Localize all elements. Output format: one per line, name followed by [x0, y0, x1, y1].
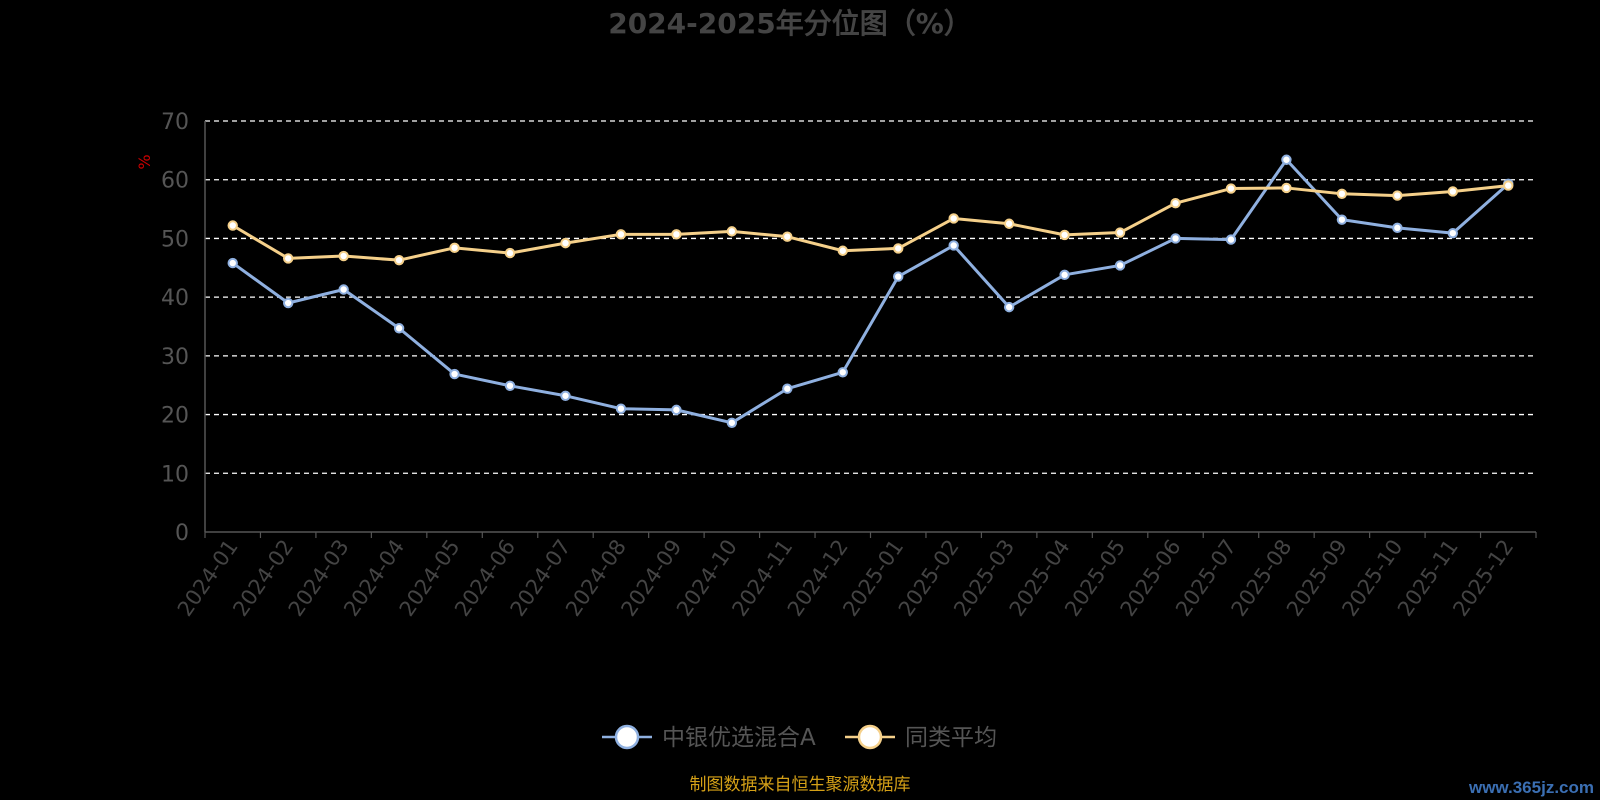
- legend-label: 同类平均: [905, 725, 997, 751]
- series-layer: [227, 154, 1514, 428]
- data-point: [782, 231, 793, 242]
- data-point: [1059, 269, 1070, 281]
- data-point: [1114, 227, 1126, 238]
- data-point: [1336, 214, 1348, 225]
- data-point: [948, 240, 959, 251]
- legend-item[interactable]: 同类平均: [845, 724, 997, 751]
- data-point: [671, 404, 682, 416]
- data-point: [1170, 198, 1181, 209]
- data-point: [449, 242, 460, 254]
- y-tick-label: 30: [161, 345, 189, 370]
- grid-layer: [205, 120, 1536, 474]
- y-tick-label: 40: [161, 286, 189, 311]
- data-point: [837, 245, 848, 256]
- data-point: [837, 367, 848, 378]
- y-tick-label: 50: [161, 227, 189, 252]
- legend[interactable]: 中银优选混合A 同类平均: [602, 724, 997, 751]
- data-point: [1447, 227, 1459, 239]
- data-point: [1281, 154, 1292, 165]
- data-point: [1003, 301, 1015, 313]
- data-point: [1225, 234, 1237, 245]
- y-tick-label: 0: [175, 521, 189, 546]
- data-point: [615, 403, 627, 414]
- data-point: [504, 380, 516, 392]
- data-point: [560, 237, 571, 249]
- legend-item[interactable]: 中银优选混合A: [602, 724, 816, 751]
- data-point: [393, 254, 405, 266]
- data-point: [1114, 260, 1126, 271]
- series-line-1: [231, 158, 1510, 425]
- data-point: [1170, 233, 1181, 244]
- data-point: [449, 368, 460, 380]
- data-point: [504, 247, 516, 259]
- data-point: [948, 213, 959, 224]
- data-point: [1392, 222, 1403, 234]
- data-point: [1392, 190, 1403, 201]
- data-point: [893, 243, 904, 254]
- y-tick-label: 70: [161, 110, 189, 135]
- data-point: [726, 226, 738, 237]
- data-point: [338, 284, 349, 295]
- legend-label: 中银优选混合A: [662, 725, 816, 751]
- data-point: [227, 257, 238, 269]
- data-point: [1503, 180, 1514, 191]
- series-line-2: [231, 184, 1509, 262]
- y-tick-label: 10: [161, 462, 189, 487]
- data-point: [282, 297, 294, 309]
- data-point: [726, 417, 738, 428]
- data-point: [282, 253, 294, 264]
- data-point: [1003, 218, 1015, 229]
- data-point: [1281, 182, 1292, 194]
- data-point: [671, 229, 682, 240]
- data-point: [782, 383, 793, 394]
- data-point: [1225, 183, 1237, 194]
- data-point: [1059, 229, 1070, 241]
- data-point: [1336, 188, 1348, 200]
- data-point: [393, 323, 405, 334]
- legend-marker: [857, 724, 883, 750]
- data-point: [615, 229, 627, 240]
- legend-marker: [614, 724, 640, 750]
- y-axis-label: %: [135, 154, 154, 169]
- y-tick-label: 20: [161, 404, 189, 429]
- y-tick-label: 60: [161, 169, 189, 194]
- data-point: [893, 271, 904, 282]
- source-note: 制图数据来自恒生聚源数据库: [690, 775, 911, 795]
- chart-title: 2024-2025年分位图（%）: [608, 7, 972, 40]
- data-point: [338, 250, 349, 262]
- data-point: [1447, 186, 1459, 197]
- data-point: [227, 220, 238, 231]
- data-point: [560, 390, 571, 401]
- watermark: www.365jz.com: [1468, 778, 1594, 797]
